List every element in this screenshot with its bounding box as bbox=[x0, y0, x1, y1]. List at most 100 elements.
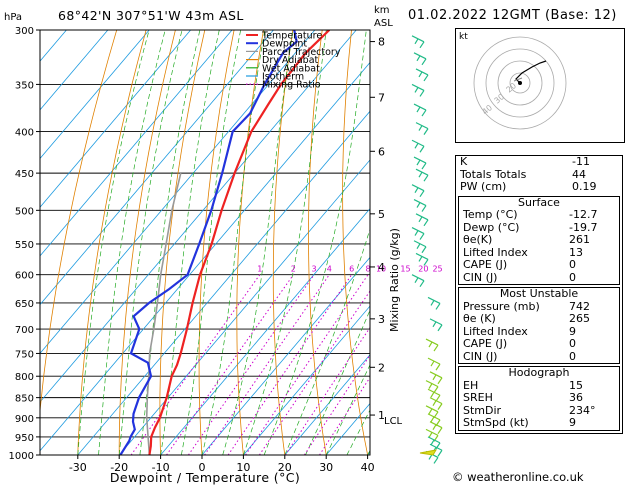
hodograph-ring bbox=[485, 48, 555, 118]
legend-entry: Wet Adiabat bbox=[262, 63, 320, 74]
index-label: PW (cm) bbox=[460, 180, 507, 193]
parcel-trajectory-line bbox=[145, 172, 182, 455]
date-label: 01.02.2022 12GMT (Base: 12) bbox=[408, 8, 617, 23]
mixing-ratio-line bbox=[303, 354, 370, 455]
surface-row: Temp (°C) -12.7 bbox=[459, 208, 619, 222]
mixing-ratio-label: 3 bbox=[312, 265, 317, 274]
pressure-label: 400 bbox=[15, 128, 34, 139]
hodograph-ring bbox=[473, 36, 567, 130]
most-unstable-row: Lifted Index 9 bbox=[459, 324, 619, 339]
wet-adiabat-line bbox=[346, 409, 370, 455]
surface-label: Temp (°C) bbox=[463, 208, 518, 221]
mixing-ratio-line bbox=[319, 376, 370, 455]
isotherm-line bbox=[160, 208, 370, 455]
wind-barb bbox=[411, 139, 425, 153]
mixing-ratio-label: 4 bbox=[327, 265, 332, 274]
dry-adiabat-line bbox=[408, 30, 451, 455]
x-tick-label: 40 bbox=[361, 461, 375, 474]
isotherm-line bbox=[201, 256, 370, 455]
hodograph-frame bbox=[455, 28, 625, 143]
wet-adiabat-line bbox=[118, 30, 183, 455]
km-label: 3 bbox=[378, 313, 385, 326]
mixing-ratio-label: 2 bbox=[291, 265, 296, 274]
hodograph-value: 234° bbox=[569, 403, 596, 417]
legend-entry: Dry Adiabat bbox=[262, 55, 319, 66]
hodograph-unit-label: kt bbox=[459, 32, 468, 42]
pressure-label: 550 bbox=[15, 240, 34, 251]
wind-barb bbox=[415, 122, 429, 135]
legend-entry: Mixing Ratio bbox=[262, 80, 321, 91]
most-unstable-label: Lifted Index bbox=[463, 324, 528, 338]
surface-label: CAPE (J) bbox=[463, 258, 508, 271]
plot-frame bbox=[39, 29, 371, 456]
mixing-ratio-line bbox=[130, 274, 261, 455]
km-label: 6 bbox=[378, 145, 385, 158]
index-value: -11 bbox=[572, 155, 590, 168]
km-unit-label: km bbox=[374, 5, 390, 16]
pressure-label: 700 bbox=[15, 325, 34, 336]
pressure-label: 800 bbox=[15, 372, 34, 383]
pressure-label: 450 bbox=[15, 169, 34, 180]
dry-adiabat-line bbox=[272, 30, 294, 455]
wind-barb bbox=[429, 421, 443, 435]
wind-barb bbox=[411, 83, 425, 97]
x-tick-label: 30 bbox=[319, 461, 333, 474]
index-row: Totals Totals 44 bbox=[456, 167, 622, 182]
wind-barb bbox=[415, 252, 429, 266]
wet-adiabat-line bbox=[139, 30, 201, 455]
index-value: 0.19 bbox=[572, 180, 597, 193]
hodograph-section: Hodograph EH 15 SREH 36 StmDir 234° StmSpd (kt… bbox=[458, 366, 620, 431]
isotherm-line bbox=[40, 30, 233, 257]
mixing-ratio-line bbox=[284, 326, 370, 455]
surface-row: CIN (J) 0 bbox=[459, 271, 619, 285]
most-unstable-value: 0 bbox=[569, 337, 576, 350]
wind-barb bbox=[429, 397, 443, 410]
pressure-label: 850 bbox=[15, 394, 34, 405]
mixing-ratio-line bbox=[187, 274, 315, 455]
surface-value: -19.7 bbox=[569, 220, 598, 234]
dry-adiabat-line bbox=[77, 30, 147, 455]
index-value: 44 bbox=[572, 167, 586, 181]
most-unstable-section: Most Unstable Pressure (mb) 742 θe (K) 265 L… bbox=[458, 287, 620, 364]
hodograph-ring bbox=[497, 60, 543, 106]
wet-adiabat-line bbox=[201, 30, 266, 455]
dry-adiabat-line bbox=[40, 30, 118, 416]
wind-barb bbox=[415, 213, 429, 227]
hodograph-value: 15 bbox=[569, 378, 583, 392]
indices-table: K -11 Totals Totals 44 PW (cm) 0.19 Surface T… bbox=[455, 155, 623, 434]
asl-unit-label: ASL bbox=[374, 18, 393, 29]
x-tick-label: -30 bbox=[69, 461, 87, 474]
pressure-label: 500 bbox=[15, 206, 34, 217]
mixing-ratio-axis-label: Mixing Ratio (g/kg) bbox=[388, 228, 401, 332]
most-unstable-row: θe (K) 265 bbox=[459, 312, 619, 326]
isotherm-line bbox=[118, 159, 370, 455]
surface-row: CAPE (J) 0 bbox=[459, 258, 619, 272]
index-row: K -11 bbox=[456, 155, 622, 169]
wet-adiabat-line bbox=[305, 309, 370, 455]
surface-row: Lifted Index 13 bbox=[459, 245, 619, 260]
surface-label: Lifted Index bbox=[463, 245, 528, 259]
wet-adiabat-line bbox=[98, 30, 166, 455]
wet-adiabat-line bbox=[284, 227, 370, 455]
wet-adiabat-line bbox=[180, 30, 242, 455]
wind-barb bbox=[411, 184, 425, 198]
pressure-label: 650 bbox=[15, 299, 34, 310]
isotherm-line bbox=[40, 30, 357, 403]
hodograph-label: StmSpd (kt) bbox=[463, 416, 529, 429]
pressure-label: 900 bbox=[15, 414, 34, 425]
mixing-ratio-label: 20 bbox=[418, 265, 428, 274]
wind-barb bbox=[413, 103, 427, 117]
wind-barb bbox=[413, 52, 427, 66]
temperature-line bbox=[148, 30, 331, 455]
hodograph-title: Hodograph bbox=[508, 366, 570, 379]
wind-barb bbox=[429, 318, 443, 332]
hodograph-row: StmSpd (kt) 9 bbox=[459, 416, 619, 430]
wind-barb bbox=[419, 449, 438, 456]
wind-barb bbox=[413, 240, 427, 254]
surface-row: θe(K) 261 bbox=[459, 233, 619, 247]
mixing-ratio-label: 15 bbox=[400, 265, 410, 274]
mixing-ratio-label: 25 bbox=[432, 265, 442, 274]
mixing-ratio-line bbox=[166, 274, 294, 455]
